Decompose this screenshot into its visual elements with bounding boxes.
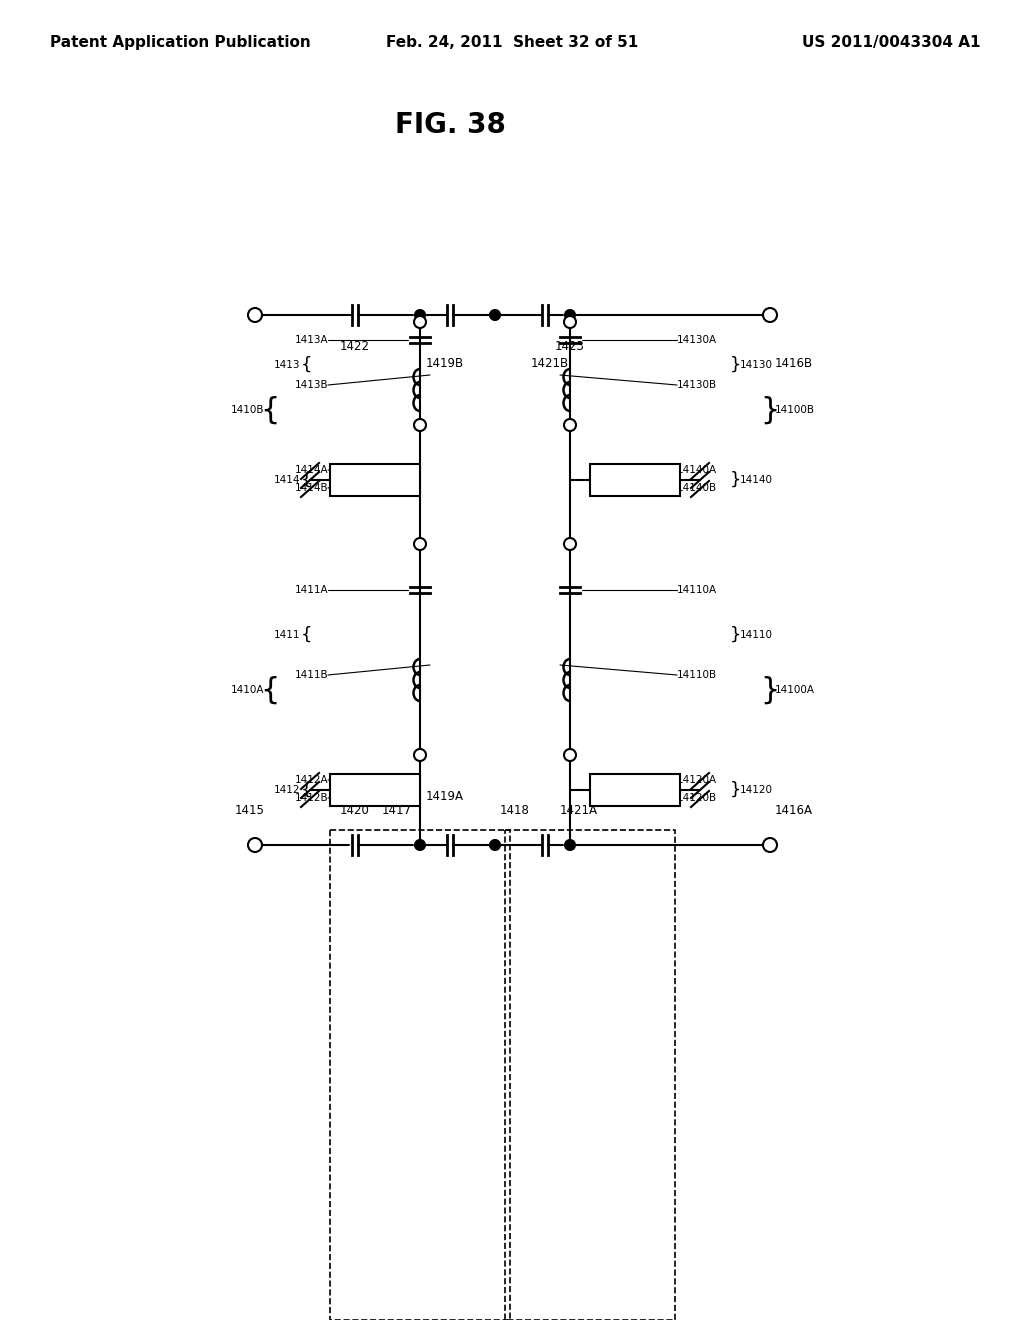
- Text: 14110B: 14110B: [677, 671, 717, 680]
- Text: 1416A: 1416A: [775, 804, 813, 817]
- Circle shape: [565, 840, 575, 850]
- Text: 14120A: 14120A: [677, 775, 717, 785]
- Text: 1411B: 1411B: [294, 671, 328, 680]
- Text: 1412: 1412: [273, 785, 300, 795]
- Text: Feb. 24, 2011  Sheet 32 of 51: Feb. 24, 2011 Sheet 32 of 51: [386, 36, 638, 50]
- Text: {: {: [261, 676, 280, 705]
- Text: 14140: 14140: [740, 475, 773, 484]
- Text: 1418: 1418: [500, 804, 529, 817]
- Text: 1412B: 1412B: [294, 793, 328, 803]
- Text: }: }: [730, 471, 741, 488]
- Circle shape: [248, 838, 262, 851]
- Text: 1419B: 1419B: [426, 356, 464, 370]
- Text: 14140A: 14140A: [677, 465, 717, 475]
- Bar: [330, 465, 420, 496]
- Text: 1410B: 1410B: [230, 405, 264, 414]
- Text: 1415: 1415: [236, 804, 265, 817]
- Circle shape: [564, 418, 575, 432]
- Circle shape: [415, 840, 425, 850]
- Circle shape: [415, 310, 425, 319]
- Text: 1413A: 1413A: [294, 335, 328, 345]
- Text: {: {: [261, 396, 280, 425]
- Bar: [330, 830, 510, 1320]
- Circle shape: [414, 539, 426, 550]
- Circle shape: [414, 315, 426, 327]
- Circle shape: [564, 315, 575, 327]
- Text: Patent Application Publication: Patent Application Publication: [50, 36, 310, 50]
- Text: }: }: [730, 626, 741, 644]
- Text: 14120: 14120: [740, 785, 773, 795]
- Circle shape: [490, 310, 500, 319]
- Text: 1414B: 1414B: [294, 483, 328, 492]
- Text: 1411A: 1411A: [294, 585, 328, 595]
- Text: 14100B: 14100B: [775, 405, 815, 414]
- Text: 14130A: 14130A: [677, 335, 717, 345]
- Text: US 2011/0043304 A1: US 2011/0043304 A1: [802, 36, 980, 50]
- Text: 1414A: 1414A: [294, 465, 328, 475]
- Text: 1419A: 1419A: [426, 789, 464, 803]
- Text: 1422: 1422: [340, 341, 370, 352]
- Text: FIG. 38: FIG. 38: [394, 111, 506, 139]
- Text: 1410A: 1410A: [230, 685, 264, 696]
- Text: 14100A: 14100A: [775, 685, 815, 696]
- Circle shape: [564, 748, 575, 762]
- Text: {: {: [300, 356, 312, 374]
- Text: 14130B: 14130B: [677, 380, 717, 389]
- Circle shape: [763, 838, 777, 851]
- Text: 14110A: 14110A: [677, 585, 717, 595]
- Text: 1423: 1423: [555, 341, 585, 352]
- Bar: [590, 774, 680, 807]
- Bar: [590, 465, 680, 496]
- Text: 1413B: 1413B: [294, 380, 328, 389]
- Text: 14130: 14130: [740, 360, 773, 370]
- Text: 1416B: 1416B: [775, 356, 813, 370]
- Text: {: {: [300, 471, 312, 488]
- Text: }: }: [730, 356, 741, 374]
- Circle shape: [248, 308, 262, 322]
- Text: 1420: 1420: [340, 804, 370, 817]
- Circle shape: [565, 310, 575, 319]
- Circle shape: [763, 308, 777, 322]
- Text: 1411: 1411: [273, 630, 300, 640]
- Text: }: }: [730, 781, 741, 799]
- Text: 14120B: 14120B: [677, 793, 717, 803]
- Text: {: {: [300, 626, 312, 644]
- Text: 14140B: 14140B: [677, 483, 717, 492]
- Text: 1421B: 1421B: [530, 356, 569, 370]
- Text: 1417: 1417: [382, 804, 412, 817]
- Text: 1412A: 1412A: [294, 775, 328, 785]
- Text: 1413: 1413: [273, 360, 300, 370]
- Circle shape: [490, 840, 500, 850]
- Text: {: {: [300, 781, 312, 799]
- Circle shape: [564, 539, 575, 550]
- Text: }: }: [760, 396, 779, 425]
- Circle shape: [414, 418, 426, 432]
- Bar: [330, 774, 420, 807]
- Circle shape: [414, 748, 426, 762]
- Text: }: }: [760, 676, 779, 705]
- Text: 1414: 1414: [273, 475, 300, 484]
- Bar: [505, 830, 675, 1320]
- Text: 1421A: 1421A: [560, 804, 598, 817]
- Text: 14110: 14110: [740, 630, 773, 640]
